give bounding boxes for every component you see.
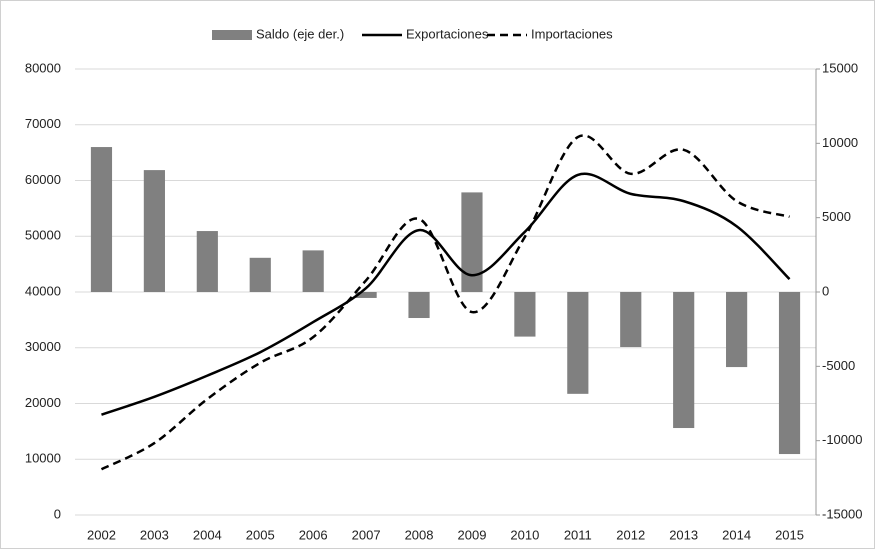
y-tick-label: 40000 (25, 283, 61, 298)
x-tick-label: 2011 (564, 527, 592, 542)
x-tick-label: 2015 (775, 527, 804, 542)
x-tick-label: 2005 (246, 527, 275, 542)
y-tick-label: 70000 (25, 116, 61, 131)
bar (249, 257, 271, 292)
line (101, 172, 791, 416)
x-tick-label: 2008 (405, 527, 434, 542)
y-tick-label: 60000 (25, 172, 61, 187)
legend-label: Importaciones (531, 26, 613, 41)
y-tick-label: 80000 (25, 60, 61, 75)
bar (302, 250, 324, 292)
legend-label: Saldo (eje der.) (256, 26, 344, 41)
x-tick-label: 2014 (722, 527, 751, 542)
y2-tick-label: -15000 (822, 506, 862, 521)
y-tick-label: 20000 (25, 395, 61, 410)
bar (196, 231, 218, 292)
bar (567, 292, 589, 394)
bar (90, 147, 113, 292)
bar (408, 292, 430, 319)
bar (514, 292, 536, 337)
x-tick-label: 2010 (510, 527, 539, 542)
y2-tick-label: 0 (822, 283, 829, 298)
bar (673, 292, 695, 429)
line (100, 134, 790, 471)
y2-tick-label: 15000 (822, 60, 858, 75)
y-tick-label: 30000 (25, 339, 61, 354)
bar (355, 292, 377, 298)
y2-tick-label: -10000 (822, 432, 862, 447)
x-tick-label: 2004 (193, 527, 222, 542)
bar (620, 292, 642, 348)
legend-label: Exportaciones (406, 26, 489, 41)
x-tick-label: 2006 (299, 527, 328, 542)
x-tick-label: 2013 (669, 527, 698, 542)
y2-tick-label: 10000 (822, 135, 858, 150)
y-tick-label: 10000 (25, 451, 61, 466)
y-tick-label: 0 (54, 506, 61, 521)
x-tick-label: 2007 (352, 527, 381, 542)
bar (143, 170, 165, 292)
x-tick-label: 2009 (458, 527, 487, 542)
x-tick-label: 2012 (616, 527, 645, 542)
bar (778, 292, 801, 455)
bar (461, 192, 483, 292)
bar (726, 292, 748, 368)
x-tick-label: 2002 (87, 527, 116, 542)
y2-tick-label: 5000 (822, 209, 851, 224)
x-tick-label: 2003 (140, 527, 169, 542)
legend-swatch (212, 30, 252, 40)
y-tick-label: 50000 (25, 228, 61, 243)
y2-tick-label: -5000 (822, 358, 855, 373)
